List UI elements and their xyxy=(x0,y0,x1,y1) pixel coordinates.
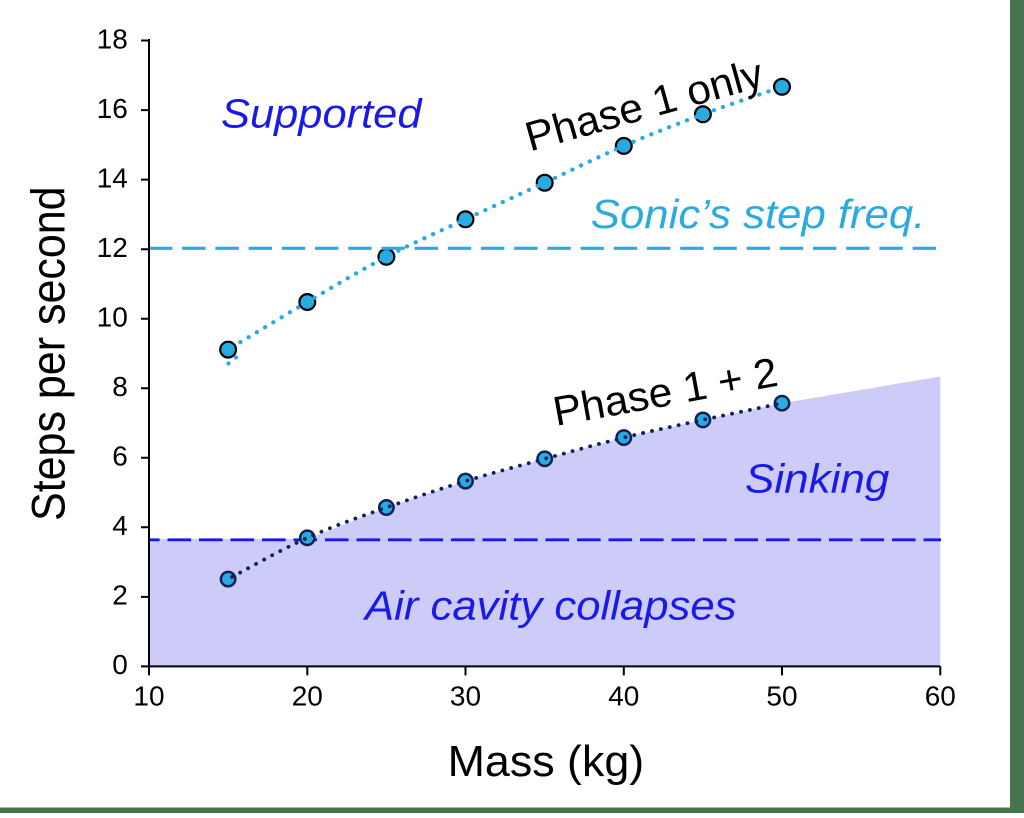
svg-text:18: 18 xyxy=(97,23,128,54)
svg-text:30: 30 xyxy=(450,681,481,712)
svg-text:50: 50 xyxy=(766,681,797,712)
svg-text:8: 8 xyxy=(112,371,128,402)
svg-text:Sonic’s step freq.: Sonic’s step freq. xyxy=(591,191,926,236)
svg-text:0: 0 xyxy=(112,649,128,680)
svg-text:20: 20 xyxy=(292,681,323,712)
svg-text:2: 2 xyxy=(112,580,128,611)
svg-text:10: 10 xyxy=(97,302,128,333)
svg-text:4: 4 xyxy=(112,510,128,541)
svg-text:14: 14 xyxy=(97,162,128,193)
svg-text:Air cavity collapses: Air cavity collapses xyxy=(362,583,737,628)
svg-text:40: 40 xyxy=(608,681,639,712)
svg-text:6: 6 xyxy=(112,441,128,472)
svg-text:60: 60 xyxy=(925,681,956,712)
svg-text:Supported: Supported xyxy=(221,91,423,137)
svg-text:Steps per second: Steps per second xyxy=(21,186,74,521)
svg-text:Mass (kg): Mass (kg) xyxy=(448,738,645,786)
svg-text:10: 10 xyxy=(133,681,164,712)
svg-text:12: 12 xyxy=(97,232,128,263)
svg-text:Sinking: Sinking xyxy=(745,456,890,502)
svg-text:16: 16 xyxy=(97,93,128,124)
